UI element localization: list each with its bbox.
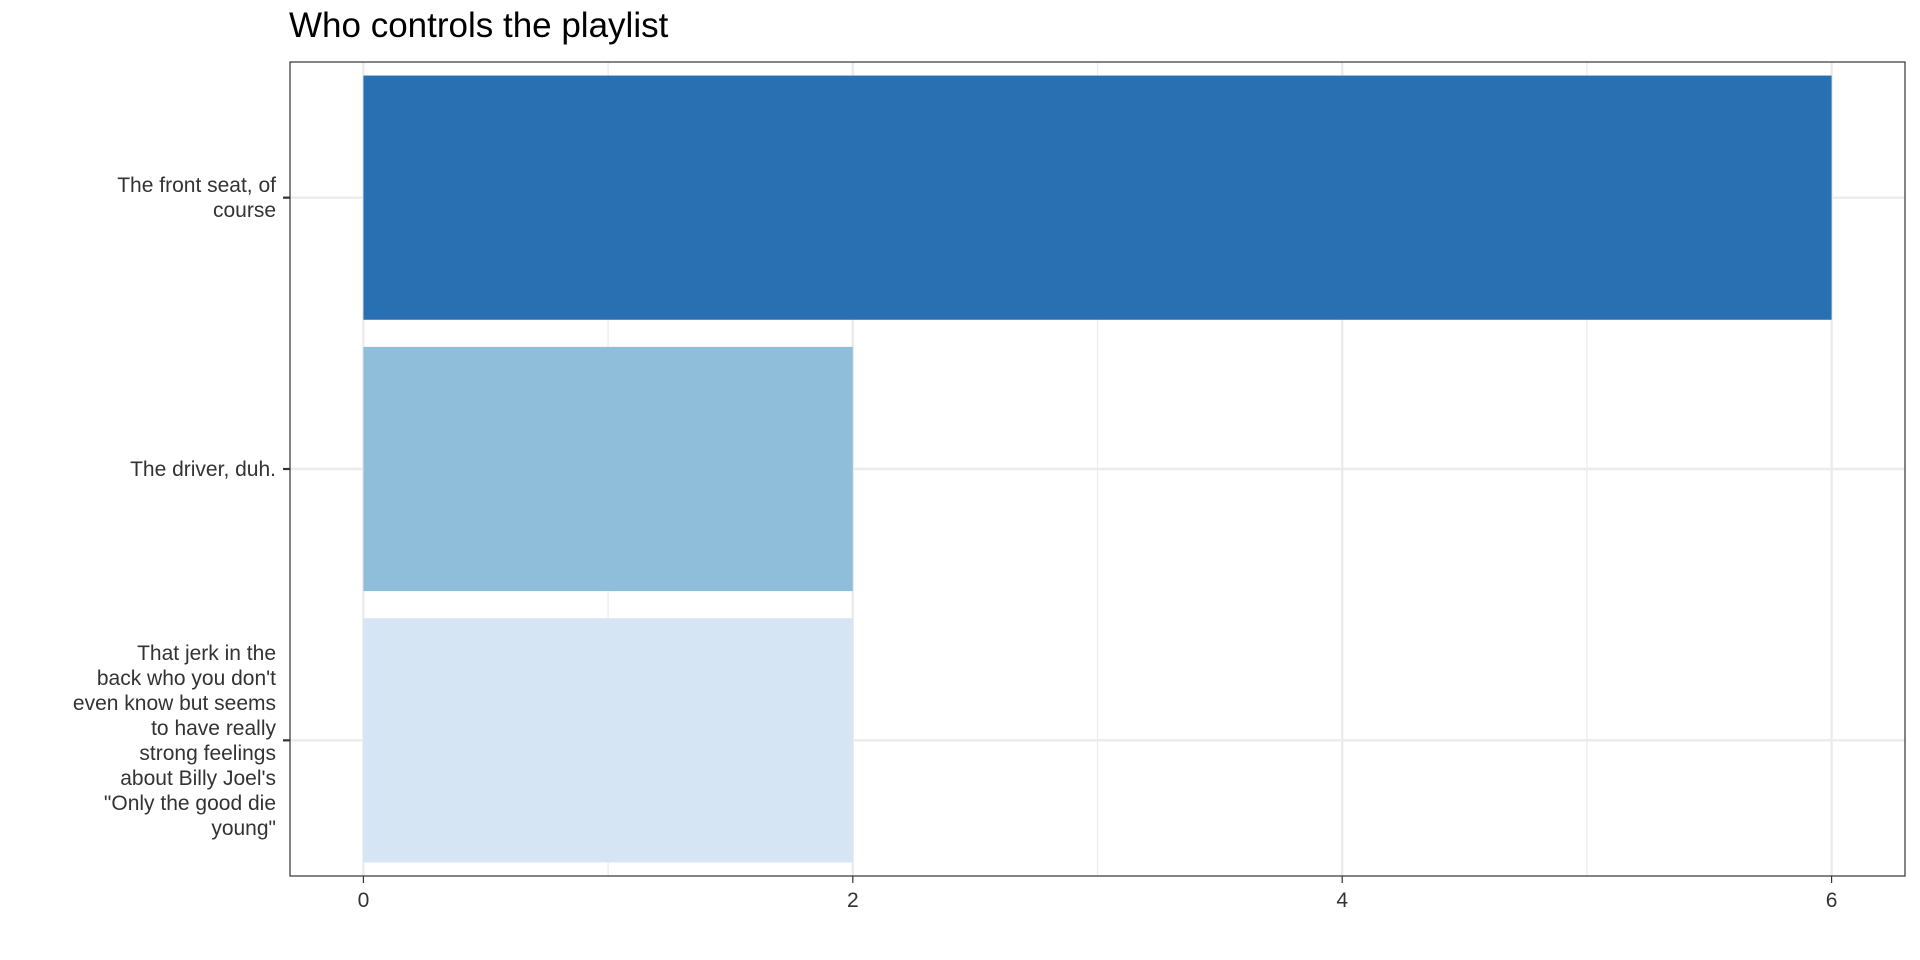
y-category-label-line: strong feelings — [139, 742, 276, 765]
y-category-label-line: The driver, duh. — [130, 458, 276, 481]
y-category-label-line: even know but seems — [73, 692, 276, 715]
bar — [363, 346, 853, 592]
y-category-label-line: back who you don't — [97, 667, 276, 690]
y-category-label: The driver, duh. — [130, 458, 276, 481]
y-category-label-line: That jerk in the — [137, 642, 276, 665]
y-category-label-line: course — [213, 199, 276, 222]
chart-title: Who controls the playlist — [289, 6, 669, 45]
y-category-label-line: about Billy Joel's — [120, 767, 276, 790]
bar — [363, 75, 1832, 320]
x-tick-label: 4 — [1336, 889, 1348, 912]
y-category-label-line: "Only the good die — [104, 792, 276, 815]
x-tick-label: 2 — [847, 889, 859, 912]
x-tick-label: 0 — [358, 889, 370, 912]
y-category-label-line: The front seat, of — [117, 174, 276, 197]
bars — [363, 75, 1832, 863]
y-category-label-line: to have really — [151, 717, 276, 740]
y-category-label-line: young" — [211, 817, 276, 840]
x-tick-label: 6 — [1826, 889, 1838, 912]
bar — [363, 618, 853, 863]
